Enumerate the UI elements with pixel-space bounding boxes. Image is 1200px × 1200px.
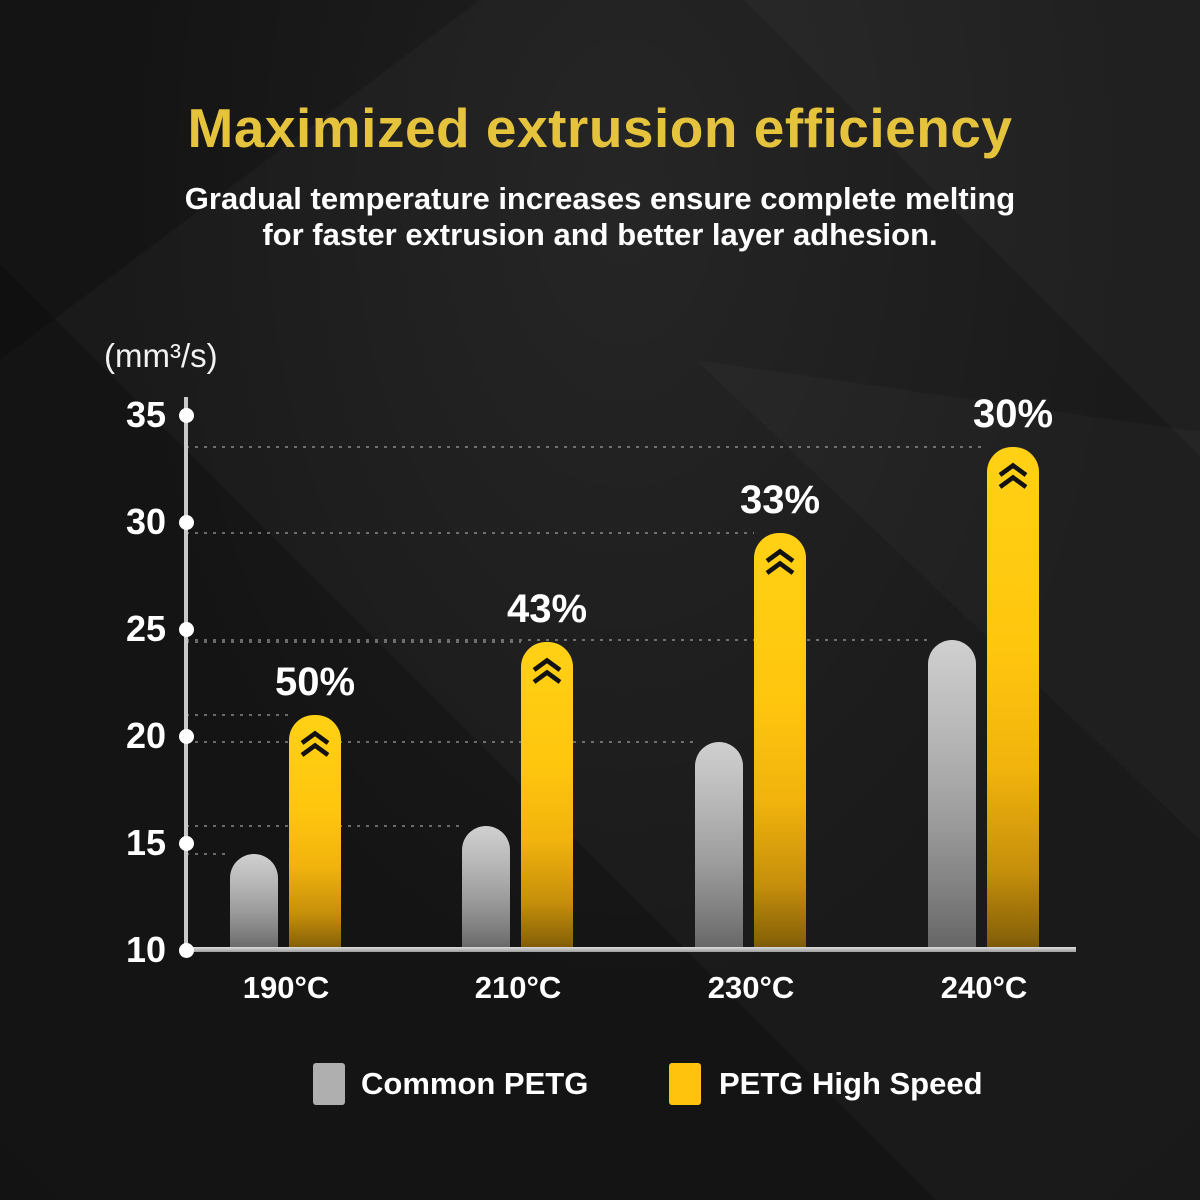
legend-swatch-common-petg (313, 1063, 345, 1105)
gridline-bar-top-level (186, 446, 987, 449)
y-axis-tick-dot (178, 621, 194, 637)
y-axis-tick-dot (178, 835, 194, 851)
x-axis-category-label: 240°C (940, 970, 1028, 1005)
chart-legend: Common PETG PETG High Speed (0, 1063, 1200, 1107)
y-axis-line (184, 397, 188, 952)
bar-common-petg-210°C (462, 825, 510, 952)
legend-swatch-petg-high-speed (669, 1063, 701, 1105)
y-axis-tick-label: 10 (125, 929, 166, 970)
bar-petg-high-speed-210°C (521, 641, 573, 952)
legend-label-petg-high-speed: PETG High Speed (719, 1066, 983, 1101)
gridline-bar-top-level (186, 531, 754, 534)
increase-percent-label: 33% (739, 477, 821, 522)
y-axis-tick-label: 15 (125, 822, 166, 863)
bar-common-petg-190°C (230, 853, 278, 952)
x-axis-line (184, 947, 1076, 952)
increase-percent-label: 30% (972, 392, 1054, 437)
y-axis-tick-dot (178, 942, 194, 958)
chevron-double-up-icon (996, 462, 1030, 497)
bar-petg-high-speed-190°C (289, 714, 341, 952)
y-axis-tick-label: 25 (125, 608, 166, 649)
page-title: Maximized extrusion efficiency (187, 97, 1013, 159)
chevron-double-up-icon (298, 730, 332, 765)
x-axis-category-label: 230°C (707, 970, 795, 1005)
legend-label-common-petg: Common PETG (361, 1066, 589, 1101)
y-axis-tick-dot (178, 514, 194, 530)
gridline-bar-top-level (186, 741, 695, 744)
y-axis-tick-label: 35 (125, 394, 166, 435)
y-axis-tick-dot (178, 407, 194, 423)
bar-common-petg-230°C (695, 742, 743, 952)
chevron-double-up-icon (530, 657, 564, 692)
y-axis-tick-label: 20 (125, 715, 166, 756)
chevron-double-up-icon (763, 548, 797, 583)
gridline-bar-top-level (186, 640, 521, 643)
gridline-bar-top-level (186, 638, 928, 641)
y-axis-tick-dot (178, 728, 194, 744)
x-axis-category-label: 190°C (242, 970, 330, 1005)
bar-petg-high-speed-240°C (987, 447, 1039, 952)
subtitle-line-2: for faster extrusion and better layer ad… (262, 217, 938, 252)
gridline-bar-top-level (186, 713, 289, 716)
x-axis-category-label: 210°C (474, 970, 562, 1005)
bar-common-petg-240°C (928, 639, 976, 952)
y-axis-unit-label: (mm³/s) (104, 337, 218, 374)
y-axis-tick-label: 30 (125, 501, 166, 542)
increase-percent-label: 43% (506, 586, 588, 631)
gridline-bar-top-level (186, 852, 230, 855)
bar-petg-high-speed-230°C (754, 532, 806, 952)
page-subtitle: Gradual temperature increases ensure com… (0, 181, 1200, 253)
subtitle-line-1: Gradual temperature increases ensure com… (184, 181, 1016, 216)
increase-percent-label: 50% (274, 659, 356, 704)
